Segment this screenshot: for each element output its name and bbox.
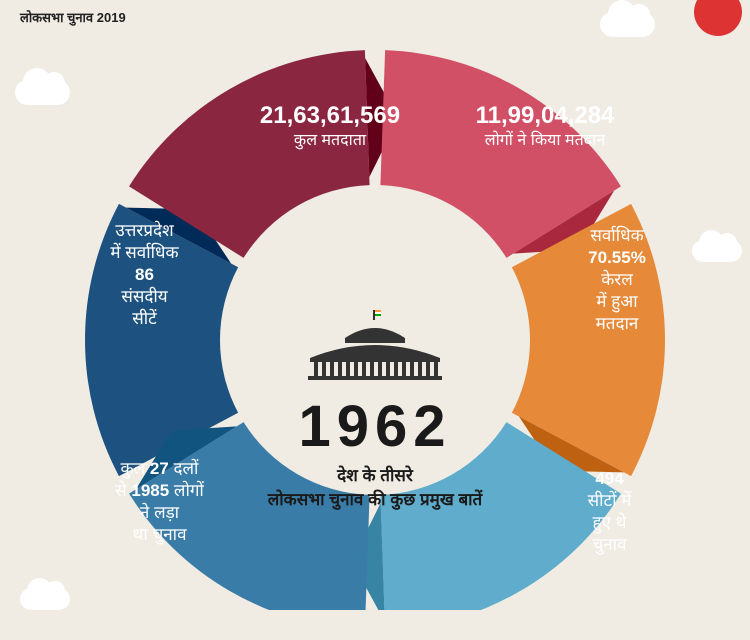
center-year: 1962 [250, 393, 500, 460]
cloud-deco [692, 240, 742, 262]
segment-label: उत्तरप्रदेशमें सर्वाधिक86संसदीयसीटें [92, 220, 197, 330]
donut-chart: 21,63,61,569कुल मतदाता 11,99,04,284लोगों … [70, 50, 680, 610]
cloud-deco [600, 12, 655, 37]
segment-label: 494सीटों मेंहुए थेचुनाव [562, 468, 657, 556]
header-text: लोकसभा चुनाव 2019 [20, 8, 126, 26]
parliament-icon [250, 310, 500, 385]
cloud-deco [20, 588, 70, 610]
segment-label: सर्वाधिक70.55%केरलमें हुआमतदान [567, 225, 667, 335]
cloud-deco [15, 80, 70, 105]
center-subtitle: देश के तीसरे लोकसभा चुनाव की कुछ प्रमुख … [250, 464, 500, 512]
center-content: 1962 देश के तीसरे लोकसभा चुनाव की कुछ प्… [250, 310, 500, 512]
segment-label: कुल 27 दलोंसे 1985 लोगोंने लड़ाथा चुनाव [92, 458, 227, 546]
segment-label: 21,63,61,569कुल मतदाता [245, 100, 415, 152]
segment-label: 11,99,04,284लोगों ने किया मतदान [445, 100, 645, 152]
red-badge [694, 0, 742, 36]
